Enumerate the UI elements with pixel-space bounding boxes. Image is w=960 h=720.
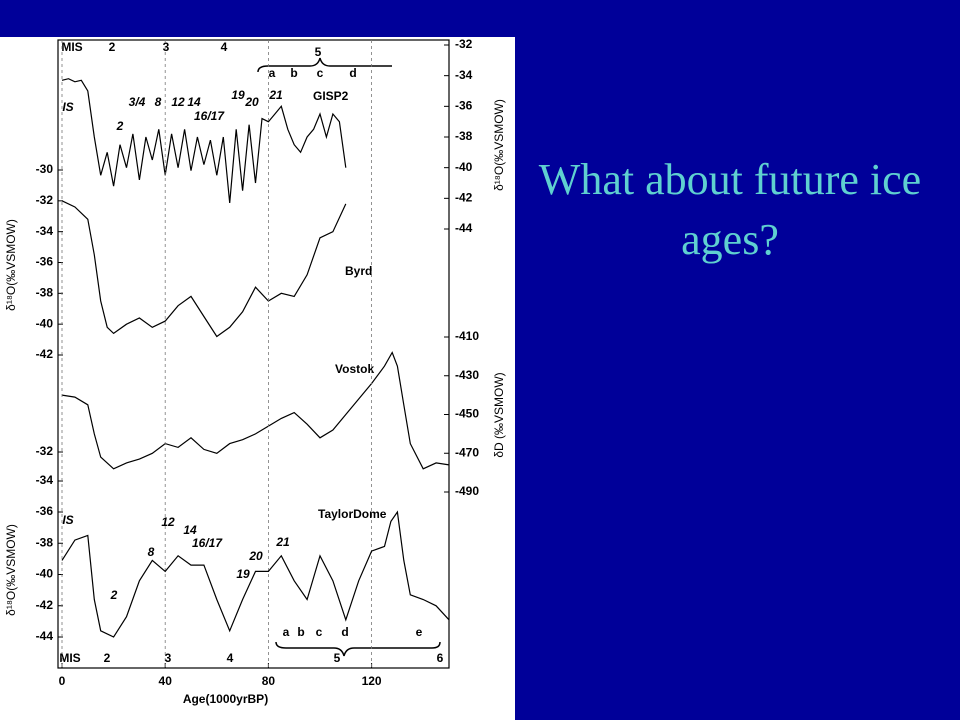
y2-tick-label: -36	[455, 99, 473, 113]
y2-tick-label: -32	[455, 37, 473, 51]
figure-background	[0, 37, 515, 720]
y2-tick-label: -34	[455, 68, 473, 82]
annotation: 3/4	[129, 95, 146, 109]
annotation: 19	[231, 88, 245, 102]
annotation: 14	[183, 523, 197, 537]
annotation: 19	[236, 567, 250, 581]
y2-tick-label: -42	[455, 191, 473, 205]
annotation: MIS	[61, 40, 82, 54]
annotation: 5	[315, 45, 322, 59]
y2-tick-label: -38	[455, 129, 473, 143]
data-line	[61, 200, 347, 338]
x-tick-label: 40	[159, 674, 173, 688]
series-label: TaylorDome	[318, 507, 387, 521]
data-line	[61, 510, 450, 638]
annotation: 20	[248, 549, 263, 563]
annotation: MIS	[59, 651, 80, 665]
y2-tick-label: -470	[455, 445, 479, 459]
annotation: 5	[334, 651, 341, 665]
x-tick-label: 120	[362, 674, 382, 688]
y-tick-label: -36	[36, 504, 54, 518]
annotation: b	[290, 66, 297, 80]
y-tick-label: -38	[36, 286, 54, 300]
series-label: Vostok	[335, 362, 374, 376]
slide-title: What about future ice ages?	[538, 155, 922, 264]
x-tick-label: 80	[262, 674, 276, 688]
y-axis-label: δ¹⁸O(‰VSMOW)	[4, 219, 18, 311]
annotation: c	[316, 625, 323, 639]
annotation: 2	[109, 40, 116, 54]
annotation: 8	[148, 545, 155, 559]
annotation: 3	[163, 40, 170, 54]
data-line	[61, 351, 450, 470]
y-tick-label: -38	[36, 535, 54, 549]
annotation: 20	[244, 95, 259, 109]
y-tick-label: -42	[36, 347, 54, 361]
stage-brace	[257, 57, 392, 73]
annotation: 8	[155, 95, 162, 109]
annotation: 12	[171, 95, 185, 109]
annotation: a	[283, 625, 290, 639]
y-tick-label: -30	[36, 162, 54, 176]
annotation: 12	[161, 515, 175, 529]
annotation: 6	[437, 651, 444, 665]
annotation: b	[297, 625, 304, 639]
annotation: 2	[116, 119, 124, 133]
annotation: IS	[62, 100, 73, 114]
y-tick-label: -40	[36, 567, 54, 581]
annotation: 21	[275, 535, 290, 549]
x-tick-label: 0	[59, 674, 66, 688]
y2-tick-label: -430	[455, 368, 479, 382]
y2-tick-label: -410	[455, 329, 479, 343]
y-tick-label: -34	[36, 224, 54, 238]
data-line	[61, 78, 347, 203]
annotation: 4	[221, 40, 228, 54]
annotation: 21	[268, 88, 283, 102]
annotation: a	[269, 66, 276, 80]
series-label: GISP2	[313, 89, 349, 103]
y-tick-label: -36	[36, 255, 54, 269]
y2-tick-label: -44	[455, 221, 473, 235]
annotation: d	[349, 66, 356, 80]
series-label: Byrd	[345, 264, 372, 278]
y2-tick-label: -450	[455, 407, 479, 421]
annotation: d	[341, 625, 348, 639]
annotation: c	[317, 66, 324, 80]
y-tick-label: -42	[36, 598, 54, 612]
annotation: 3	[165, 651, 172, 665]
annotation: 2	[104, 651, 111, 665]
y2-tick-label: -490	[455, 484, 479, 498]
annotation: IS	[62, 513, 73, 527]
y-tick-label: -44	[36, 629, 54, 643]
y-tick-label: -40	[36, 316, 54, 330]
annotation: 2	[110, 588, 118, 602]
annotation: 16/17	[194, 109, 225, 123]
plot-frame	[57, 39, 450, 669]
annotation: 14	[187, 95, 201, 109]
annotation: 16/17	[192, 536, 223, 550]
annotation: e	[416, 625, 423, 639]
y-axis-label: δ¹⁸O(‰VSMOW)	[4, 524, 18, 616]
annotation: 4	[227, 651, 234, 665]
y2-axis-label: δ¹⁸O(‰VSMOW)	[492, 99, 506, 191]
y2-tick-label: -40	[455, 160, 473, 174]
y-tick-label: -32	[36, 444, 54, 458]
y2-axis-label: δD (‰VSMOW)	[492, 372, 506, 457]
y-tick-label: -34	[36, 473, 54, 487]
y-tick-label: -32	[36, 193, 54, 207]
stage-brace	[275, 641, 441, 657]
x-axis-label: Age(1000yrBP)	[183, 692, 268, 706]
